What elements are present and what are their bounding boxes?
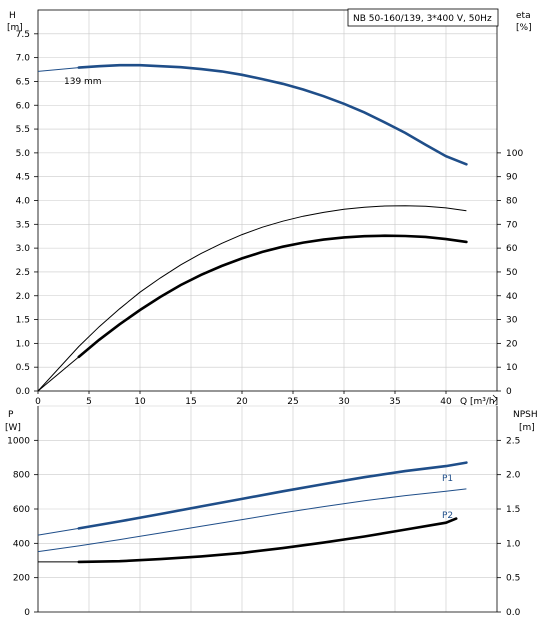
x-tick-label: 40	[440, 397, 452, 407]
y-left-tick-label: 800	[13, 471, 30, 481]
y-left-tick-label: 2.5	[16, 268, 30, 278]
y-right-tick-label: 0.0	[506, 608, 521, 618]
x-tick-label: 10	[134, 397, 146, 407]
y-right-label-bottom-2: [m]	[519, 423, 535, 433]
y-right-tick-label: 2.5	[506, 436, 520, 446]
p1-thin-line	[37, 527, 79, 536]
y-right-tick-label: 10	[506, 363, 518, 373]
y-right-label-top-2: [%]	[516, 23, 532, 33]
top-tick-labels: 0 5 10 15 20 25 30 35 40 0.0 0.5 1.0 1.5 2.0 2.5 3.0 3.5…	[16, 30, 524, 407]
y-right-tick-label: 0	[506, 387, 512, 397]
bottom-tick-labels: 0 200 400 600 800 1000 0.0 0.5 1.0 1.5 2.0 2.5	[7, 436, 520, 618]
y-right-tick-label: 50	[506, 268, 518, 278]
y-right-tick-label: 60	[506, 244, 518, 254]
y-left-tick-label: 2.0	[16, 292, 31, 302]
y-left-tick-label: 1.0	[16, 339, 31, 349]
y-left-tick-label: 1.5	[16, 316, 30, 326]
head-efficiency-panel: 0 5 10 15 20 25 30 35 40 0.0 0.5 1.0 1.5 2.0 2.5 3.0 3.5…	[7, 8, 532, 407]
y-right-tick-label: 100	[506, 149, 523, 159]
y-left-tick-label: 5.5	[16, 125, 30, 135]
y-left-tick-label: 0	[24, 608, 30, 618]
y-left-tick-label: 0.0	[16, 387, 31, 397]
series-label-p2: P2	[442, 511, 453, 521]
head-thin-line	[37, 67, 79, 72]
y-left-label-top-1: H	[9, 11, 16, 21]
y-right-tick-label: 40	[506, 292, 518, 302]
x-tick-label: 15	[185, 397, 196, 407]
title-box: NB 50-160/139, 3*400 V, 50Hz	[347, 8, 499, 27]
head-thick-line	[77, 63, 468, 166]
y-left-tick-label: 3.0	[16, 244, 31, 254]
y-right-tick-label: 20	[506, 339, 518, 349]
y-right-tick-label: 1.5	[506, 505, 520, 515]
y-left-label-top-2: [m]	[7, 23, 23, 33]
bottom-gridlines	[37, 405, 497, 613]
y-left-tick-label: 7.5	[16, 30, 30, 40]
efficiency-thick-thin-line	[37, 356, 80, 392]
y-left-tick-label: 6.0	[16, 101, 31, 111]
y-left-tick-label: 5.0	[16, 149, 31, 159]
y-left-label-bottom-1: P	[8, 410, 14, 420]
efficiency-thin-line	[37, 205, 467, 392]
y-right-label-top-1: eta	[516, 11, 531, 21]
series-label-p1: P1	[442, 474, 453, 484]
y-left-tick-label: 1000	[7, 436, 30, 446]
y-right-tick-label: 0.5	[506, 574, 520, 584]
top-series	[37, 63, 468, 392]
y-left-tick-label: 3.5	[16, 220, 30, 230]
y-left-tick-label: 4.5	[16, 173, 30, 183]
npsh-thick-line	[77, 517, 458, 564]
y-left-tick-label: 400	[13, 539, 30, 549]
y-right-tick-label: 90	[506, 173, 518, 183]
y-left-tick-label: 600	[13, 505, 30, 515]
y-right-tick-label: 1.0	[506, 539, 521, 549]
y-right-tick-label: 2.0	[506, 471, 521, 481]
bottom-series	[37, 461, 468, 564]
p2-thin-line	[37, 488, 467, 553]
y-left-label-bottom-2: [W]	[5, 423, 21, 433]
p1-thick-line	[77, 461, 468, 530]
y-left-tick-label: 0.5	[16, 363, 30, 373]
x-tick-label: 30	[338, 397, 350, 407]
y-right-tick-label: 80	[506, 197, 518, 207]
x-tick-label: 5	[86, 397, 92, 407]
annotation-139mm: 139 mm	[64, 77, 102, 87]
power-npsh-panel: 0 200 400 600 800 1000 0.0 0.5 1.0 1.5 2.0 2.5 P [W…	[5, 405, 538, 618]
x-axis-label: Q [m³/h]	[460, 397, 498, 407]
top-gridlines	[37, 10, 497, 392]
x-tick-label: 25	[287, 397, 298, 407]
x-tick-label: 0	[35, 397, 41, 407]
y-left-tick-label: 4.0	[16, 197, 31, 207]
y-right-label-bottom-1: NPSH	[513, 410, 538, 420]
efficiency-thick-thick-line	[77, 234, 468, 359]
y-left-tick-label: 7.0	[16, 54, 31, 64]
y-left-tick-label: 200	[13, 574, 30, 584]
x-tick-label: 35	[389, 397, 400, 407]
x-axis-arrow	[492, 394, 498, 404]
chart-title: NB 50-160/139, 3*400 V, 50Hz	[353, 14, 492, 24]
y-left-tick-label: 6.5	[16, 77, 30, 87]
x-tick-label: 20	[236, 397, 248, 407]
y-right-tick-label: 30	[506, 316, 518, 326]
y-right-tick-label: 70	[506, 220, 518, 230]
title-box-frame	[347, 8, 499, 27]
